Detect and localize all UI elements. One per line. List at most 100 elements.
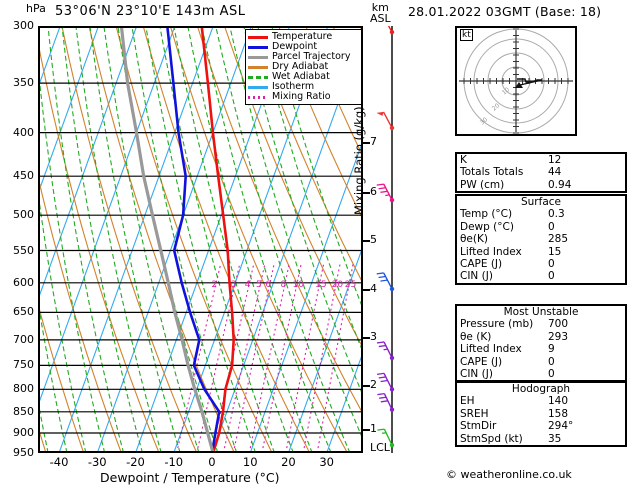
table-row-value: 15 [548,245,562,258]
table-row-key: K [460,154,467,166]
wind-barb [377,392,395,412]
table-row: SREH 158 [457,408,625,420]
table-section-title: Hodograph [511,383,571,395]
wind-barb-canvas [376,15,395,453]
most-unstable-parcel-table: Most Unstable Pressure (mb) 700 θe (K) 293 Li… [455,304,627,383]
pressure-tick-label: 500 [13,208,34,222]
pressure-tick-label: 550 [13,243,34,257]
table-row-value: 0 [548,258,555,271]
height-unit-line2: ASL [370,12,391,25]
table-row-value: 0 [548,355,555,368]
table-row-value: 293 [548,330,569,343]
pressure-tick-label: 600 [13,275,34,289]
table-section-title: Most Unstable [503,306,579,318]
svg-text:10: 10 [293,280,305,290]
legend-swatch [248,85,268,89]
svg-text:25: 25 [345,280,356,290]
pressure-tick-label: 700 [13,332,34,346]
legend-label: Wet Adiabat [272,71,330,83]
legend-item: Dry Adiabat [248,62,359,72]
table-row-key: StmDir [460,420,497,433]
pressure-tick-label: 950 [13,446,34,459]
pressure-unit-label: hPa [26,2,46,15]
pressure-tick-label: 350 [13,76,34,90]
table-row: θe (K) 293 [457,331,625,343]
pressure-tick-label: 450 [13,169,34,183]
table-row: CIN (J) 0 [457,368,625,380]
table-row: Lifted Index 15 [457,246,625,258]
pressure-tick-label: 850 [13,404,34,418]
temperature-tick-label: 20 [281,455,296,469]
table-row-key: θe(K) [460,233,488,246]
date-title: 28.01.2022 03GMT (Base: 18) [408,4,602,19]
table-row: CAPE (J) 0 [457,356,625,368]
temperature-tick-label: -10 [164,455,184,469]
table-row: Pressure (mb) 700 [457,318,625,330]
svg-text:30: 30 [479,116,489,126]
height-tick-mark [363,384,370,387]
table-row: Lifted Index 9 [457,343,625,355]
height-tick-mark [363,192,370,195]
legend-label: Parcel Trajectory [272,51,351,63]
table-row-value: 44 [548,166,562,179]
table-row-value: 0.3 [548,208,565,221]
svg-text:8: 8 [281,280,287,290]
table-section-title: Surface [520,196,561,208]
height-tick-mark [363,141,370,144]
pressure-tick-label: 900 [13,425,34,439]
legend-label: Isotherm [272,81,315,93]
temperature-tick-label: -20 [126,455,145,469]
height-tick-label: 4 [370,281,377,295]
legend-swatch [248,75,268,79]
lcl-label: LCL [370,441,390,454]
wind-barb [376,372,395,392]
table-row-value: 35 [548,432,562,445]
height-tick-label: 2 [370,377,377,391]
table-row-value: 0 [548,368,555,381]
table-row-key: Lifted Index [460,245,522,258]
svg-text:20: 20 [332,280,344,290]
temperature-tick-label: 0 [208,455,216,469]
legend-swatch [248,55,268,59]
mixing-ratio-lines [176,263,354,453]
table-row: EH 140 [457,395,625,407]
table-row-key: Temp (°C) [460,208,513,221]
height-tick-mark [363,240,370,243]
pressure-tick-label: 650 [13,305,34,319]
height-tick-mark [363,288,370,291]
svg-text:3: 3 [231,280,237,290]
pressure-tick-label: 800 [13,382,34,396]
table-row-value: 285 [548,233,569,246]
table-row-key: PW (cm) [460,178,505,191]
table-row: CAPE (J) 0 [457,258,625,270]
temperature-tick-label: -30 [87,455,107,469]
table-row-key: SREH [460,407,489,420]
svg-text:20: 20 [491,102,501,112]
surface-parcel-table: Surface Temp (°C) 0.3 Dewp (°C) 0 θe(K) 285 Lif… [455,194,627,285]
height-tick-label: 7 [370,134,377,148]
svg-text:15: 15 [315,280,326,290]
table-row: K 12 [457,154,625,166]
wind-barb [376,272,395,292]
dry-adiabat-lines [38,26,363,453]
legend-label: Temperature [272,31,333,43]
table-row: StmSpd (kt) 35 [457,433,625,445]
legend-label: Dewpoint [272,41,318,53]
table-row-value: 9 [548,343,555,356]
legend-label: Dry Adiabat [272,61,329,73]
table-row-key: θe (K) [460,330,492,343]
table-row-key: Pressure (mb) [460,318,534,331]
height-tick-label: 5 [370,233,377,247]
height-tick-mark [363,337,370,340]
svg-text:5: 5 [256,280,262,290]
table-row-key: CAPE (J) [460,258,503,271]
table-row-key: StmSpd (kt) [460,432,523,445]
height-tick-label: 6 [370,185,377,199]
table-row-value: 0 [548,220,555,233]
legend-item: Temperature [248,32,359,42]
table-row-key: Dewp (°C) [460,220,514,233]
hodograph-panel: 10 20 30 kt [455,26,577,136]
table-row: Dewp (°C) 0 [457,221,625,233]
height-unit-label: km ASL [370,2,391,24]
